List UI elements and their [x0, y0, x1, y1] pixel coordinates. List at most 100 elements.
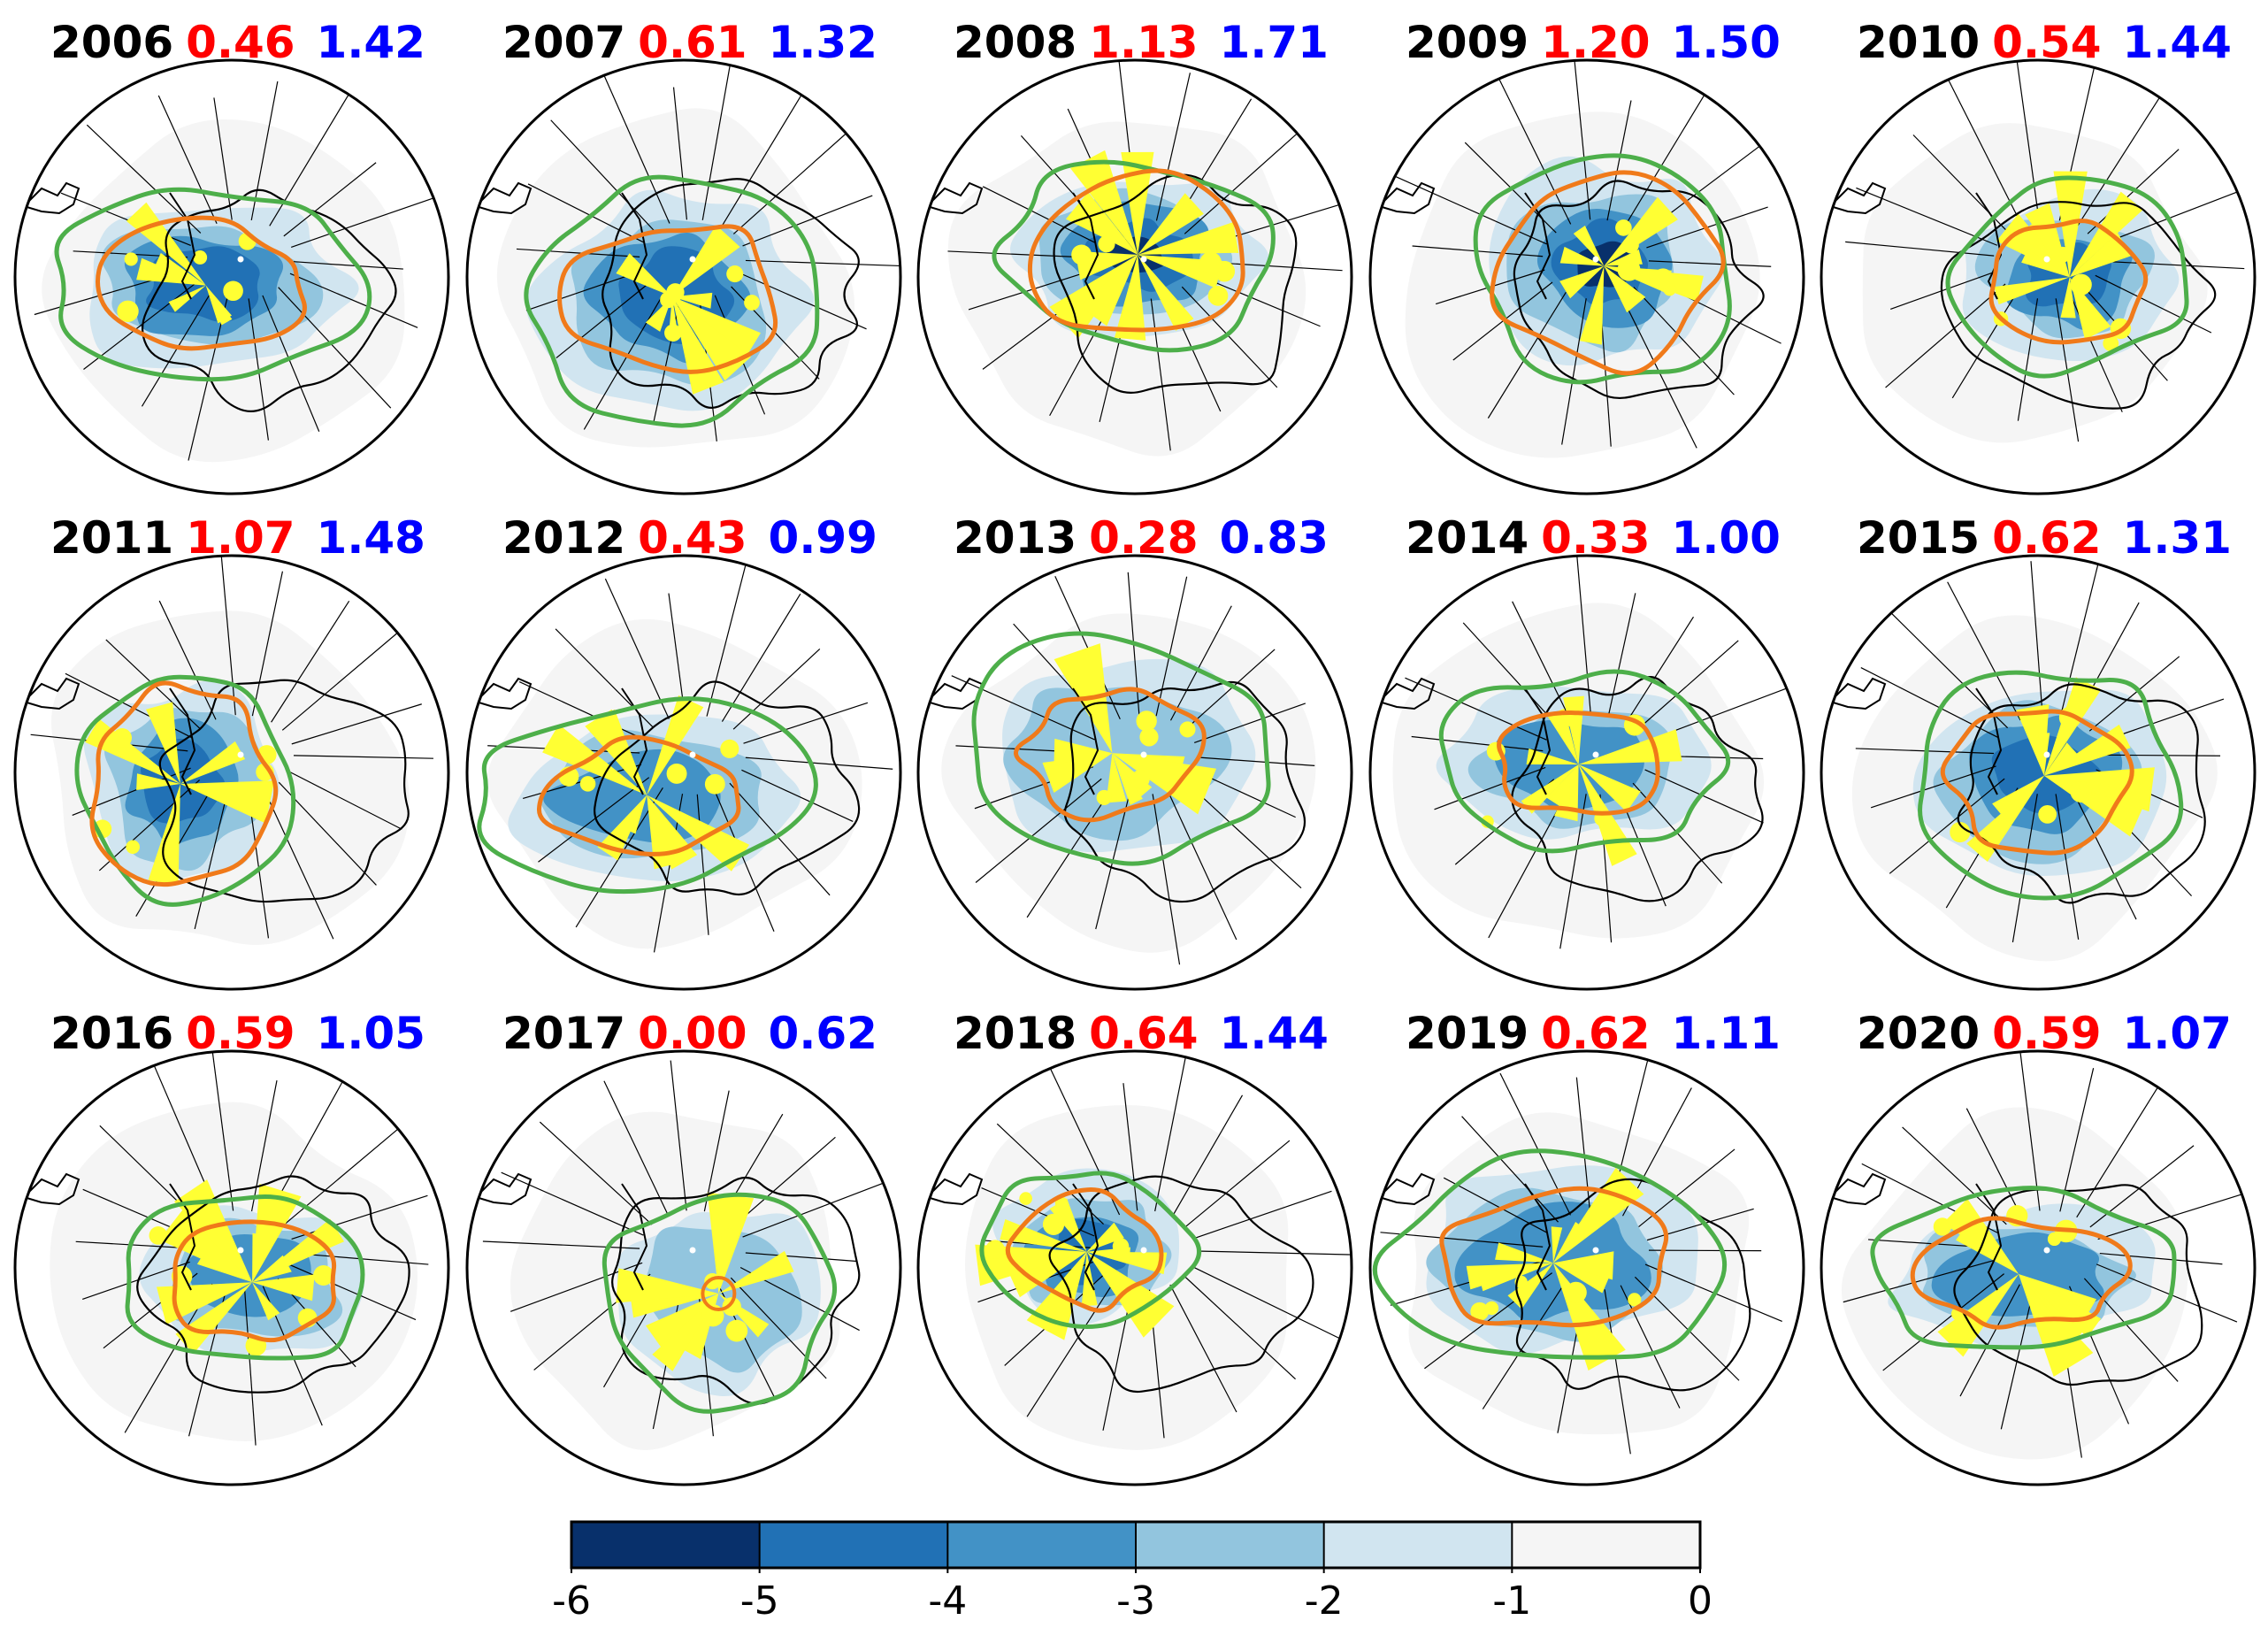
contour-outer — [979, 1171, 1202, 1330]
map-boundary — [13, 58, 450, 495]
coastline-peninsula — [169, 192, 196, 300]
colorbar-bin — [1136, 1522, 1324, 1568]
stipple-dot — [1098, 235, 1115, 253]
contour-outer — [1438, 669, 1731, 854]
panel-year: 2020 — [1857, 1008, 1980, 1059]
coastline-peninsula — [1975, 687, 2003, 795]
map-field — [1828, 556, 2225, 962]
stipple-dot — [1042, 1213, 1065, 1235]
coastline — [1053, 173, 1298, 394]
contour-inner — [1940, 709, 2134, 856]
contour-outer — [971, 631, 1271, 866]
coastline-island — [1828, 1172, 1887, 1206]
significance-stipple — [616, 1192, 794, 1371]
contour-inner — [1910, 1216, 2133, 1330]
map-field — [925, 1051, 1352, 1450]
stipple-wedge — [252, 1282, 280, 1321]
pole-marker — [689, 751, 696, 758]
stipple-wedge — [1604, 196, 1678, 266]
panel-year: 2018 — [954, 1008, 1077, 1059]
pole-marker — [1140, 751, 1147, 758]
stipple-wedge — [647, 795, 750, 872]
panel-blue-value: 0.83 — [1220, 512, 1329, 564]
coastline-island — [1377, 1172, 1436, 1206]
stipple-wedge — [180, 780, 275, 824]
map-field — [1828, 60, 2245, 443]
stipple-dot — [721, 1228, 737, 1245]
stipple-dot — [2063, 751, 2077, 765]
map-boundary — [1820, 554, 2257, 991]
contour-outer — [601, 1192, 838, 1414]
pole-marker — [1592, 256, 1599, 263]
stipple-wedge — [252, 1255, 292, 1283]
stipple-dot — [664, 324, 682, 342]
colorbar-bin — [1512, 1522, 1700, 1568]
stipple-dot — [1054, 1196, 1069, 1209]
panel-blue-value: 1.71 — [1220, 17, 1329, 68]
stipple-wedge — [1070, 150, 1138, 255]
map-field — [474, 60, 900, 448]
panel-2012: 2012 0.43 0.99 — [465, 512, 902, 991]
stipple-wedge — [1138, 222, 1239, 255]
contour-inner — [1988, 219, 2149, 345]
panel-2016: 2016 0.59 1.05 — [13, 1008, 450, 1486]
colorbar-tick-label: 0 — [1688, 1578, 1712, 1624]
panel-year: 2013 — [954, 512, 1077, 564]
stipple-dot — [1933, 1217, 1952, 1236]
panel-title: 2012 0.43 0.99 — [502, 512, 877, 564]
coastline-island — [925, 1172, 984, 1206]
coastline-peninsula — [621, 1183, 648, 1291]
stipple-wedge — [1552, 1263, 1609, 1294]
panel-year: 2016 — [50, 1008, 173, 1059]
map-boundary — [13, 554, 450, 991]
stipple-wedge — [1086, 1222, 1124, 1252]
stipple-wedge — [2043, 767, 2155, 812]
stipple-wedge — [1112, 753, 1143, 805]
coastline-peninsula — [621, 192, 648, 300]
stipple-dot — [149, 1226, 168, 1245]
map-field — [925, 572, 1316, 965]
contour-outer — [54, 187, 372, 382]
coastline-island — [1377, 677, 1436, 710]
contour-inner — [557, 224, 778, 374]
stipple-wedge — [1994, 277, 2070, 305]
stipple-dot — [223, 280, 243, 302]
stipple-dot — [2070, 780, 2092, 803]
stipple-wedge — [1049, 1198, 1087, 1252]
coastline-island — [474, 181, 533, 215]
coastline-peninsula — [1072, 687, 1100, 795]
panel-2017: 2017 0.00 0.62 — [465, 1008, 902, 1486]
panel-year: 2017 — [502, 1008, 625, 1059]
contour-inner — [701, 1276, 737, 1312]
panel-blue-value: 1.11 — [1672, 1008, 1781, 1059]
coastline-peninsula — [1975, 1183, 2003, 1291]
contour-inner — [1497, 710, 1660, 816]
stipple-dot — [117, 300, 139, 322]
colorbar-tick-label: -3 — [1116, 1578, 1155, 1624]
significance-stipple — [85, 702, 277, 886]
stipple-wedge — [173, 1179, 253, 1283]
panel-title: 2014 0.33 1.00 — [1406, 512, 1781, 564]
contour-outer — [1473, 153, 1732, 385]
stipple-wedge — [146, 702, 180, 784]
contour-outer — [1945, 175, 2189, 379]
panel-2015: 2015 0.62 1.31 — [1820, 512, 2257, 991]
stipple-dot — [1950, 821, 1971, 843]
panel-year: 2010 — [1857, 17, 1980, 68]
pole-marker — [689, 1247, 696, 1254]
contour-inner — [172, 1219, 337, 1343]
stipple-wedge — [1552, 1167, 1644, 1263]
coastline-peninsula — [1072, 1183, 1100, 1291]
stipple-wedge — [1106, 753, 1127, 803]
stipple-wedge — [252, 1274, 315, 1302]
panel-2010: 2010 0.54 1.44 — [1820, 17, 2257, 495]
stipple-wedge — [1992, 775, 2044, 822]
colorbar-bin — [759, 1522, 948, 1568]
coastline-peninsula — [1524, 687, 1552, 795]
significance-stipple — [616, 225, 761, 395]
contour-inner — [1439, 1186, 1669, 1328]
stipple-wedge — [2060, 277, 2076, 319]
panel-blue-value: 0.99 — [769, 512, 877, 564]
stipple-dot — [1071, 244, 1092, 265]
panel-2018: 2018 0.64 1.44 — [916, 1008, 1353, 1486]
